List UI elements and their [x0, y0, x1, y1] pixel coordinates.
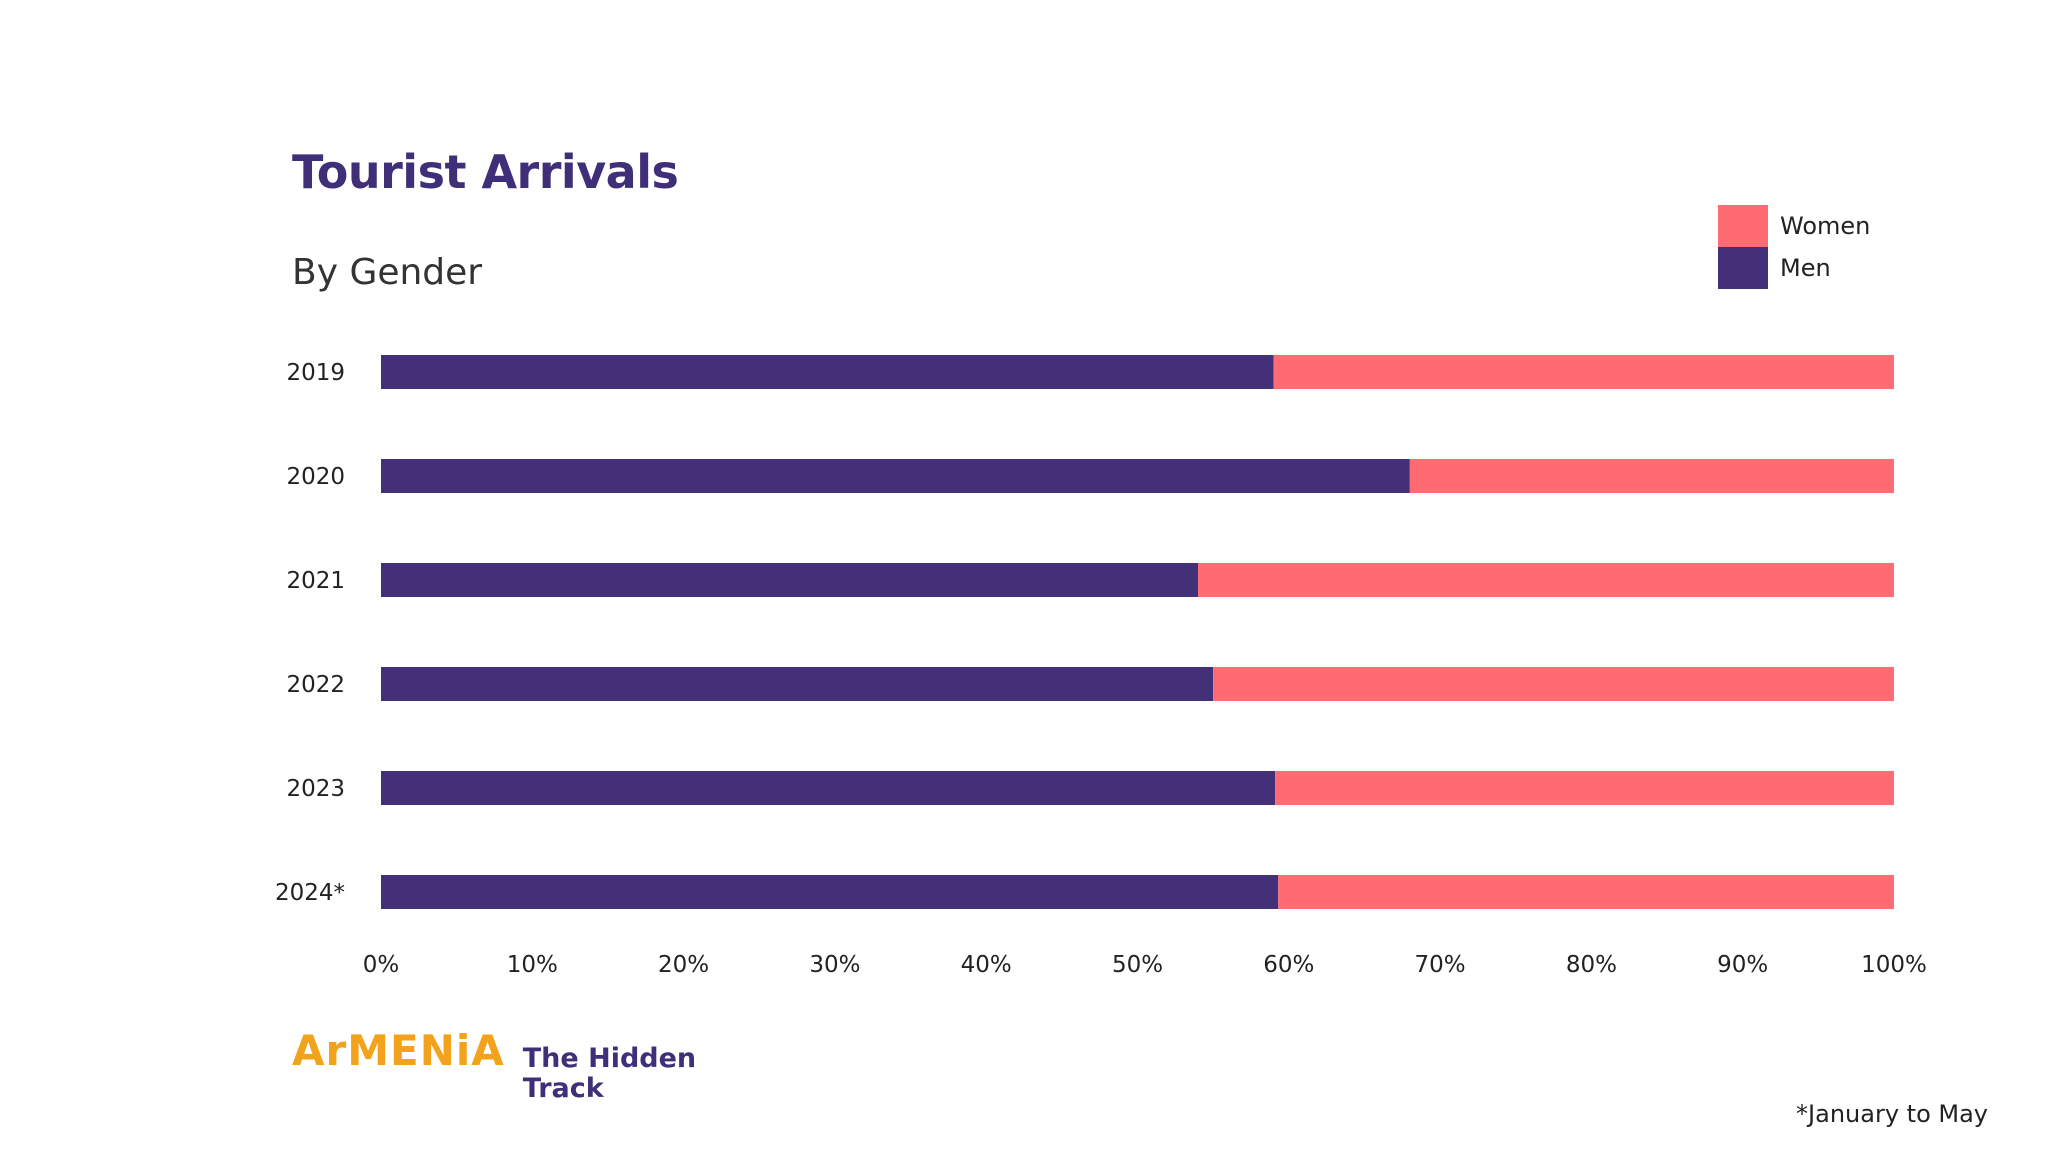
x-tick-label: 0%	[363, 952, 400, 978]
x-axis-labels: 0% 10% 20% 30% 40% 50% 60% 70% 80% 90% 100%	[363, 952, 1927, 978]
y-tick-label: 2021	[286, 568, 345, 594]
brand-tagline: The Hidden Track	[522, 1043, 697, 1104]
bar-women-2024	[1278, 875, 1894, 909]
x-tick-label: 40%	[961, 952, 1012, 978]
legend-item-men: Men	[1718, 247, 1831, 289]
legend-swatch-men	[1718, 247, 1768, 289]
footnote: *January to May	[1796, 1100, 1988, 1128]
bar-women-2021	[1198, 563, 1894, 597]
bar-men-2023	[381, 771, 1276, 805]
bar-men-2020	[381, 459, 1410, 493]
bar-group	[381, 355, 1894, 909]
bar-women-2020	[1409, 459, 1894, 493]
x-tick-label: 90%	[1717, 952, 1768, 978]
x-tick-label: 100%	[1861, 952, 1927, 978]
brand-wordmark: ArMENiA	[292, 1026, 505, 1075]
x-tick-label: 50%	[1112, 952, 1163, 978]
x-tick-label: 70%	[1415, 952, 1466, 978]
y-tick-label: 2022	[286, 672, 345, 698]
bar-men-2024	[381, 875, 1279, 909]
x-tick-label: 10%	[507, 952, 558, 978]
x-tick-label: 80%	[1566, 952, 1617, 978]
legend-item-women: Women	[1718, 205, 1870, 247]
bar-women-2023	[1275, 771, 1894, 805]
legend-swatch-women	[1718, 205, 1768, 247]
bar-men-2022	[381, 667, 1214, 701]
y-tick-label: 2024*	[275, 880, 345, 906]
y-tick-label: 2019	[286, 360, 345, 386]
legend-label-women: Women	[1780, 212, 1871, 240]
chart-title: Tourist Arrivals	[292, 145, 679, 199]
y-tick-label: 2020	[286, 464, 345, 490]
y-tick-label: 2023	[286, 776, 345, 802]
x-tick-label: 20%	[658, 952, 709, 978]
bar-men-2019	[381, 355, 1274, 389]
bar-women-2019	[1273, 355, 1894, 389]
bar-chart: 2019 2020 2021 2022 2023 2024* 0% 10% 20% 30% 40%…	[275, 355, 1927, 978]
y-axis-labels: 2019 2020 2021 2022 2023 2024*	[275, 360, 345, 906]
legend-label-men: Men	[1780, 254, 1831, 282]
x-tick-label: 60%	[1263, 952, 1314, 978]
chart-subtitle: By Gender	[292, 252, 483, 293]
bar-men-2021	[381, 563, 1199, 597]
x-tick-label: 30%	[809, 952, 860, 978]
bar-women-2022	[1213, 667, 1894, 701]
brand-logo: ArMENiA The Hidden Track	[292, 1026, 713, 1104]
